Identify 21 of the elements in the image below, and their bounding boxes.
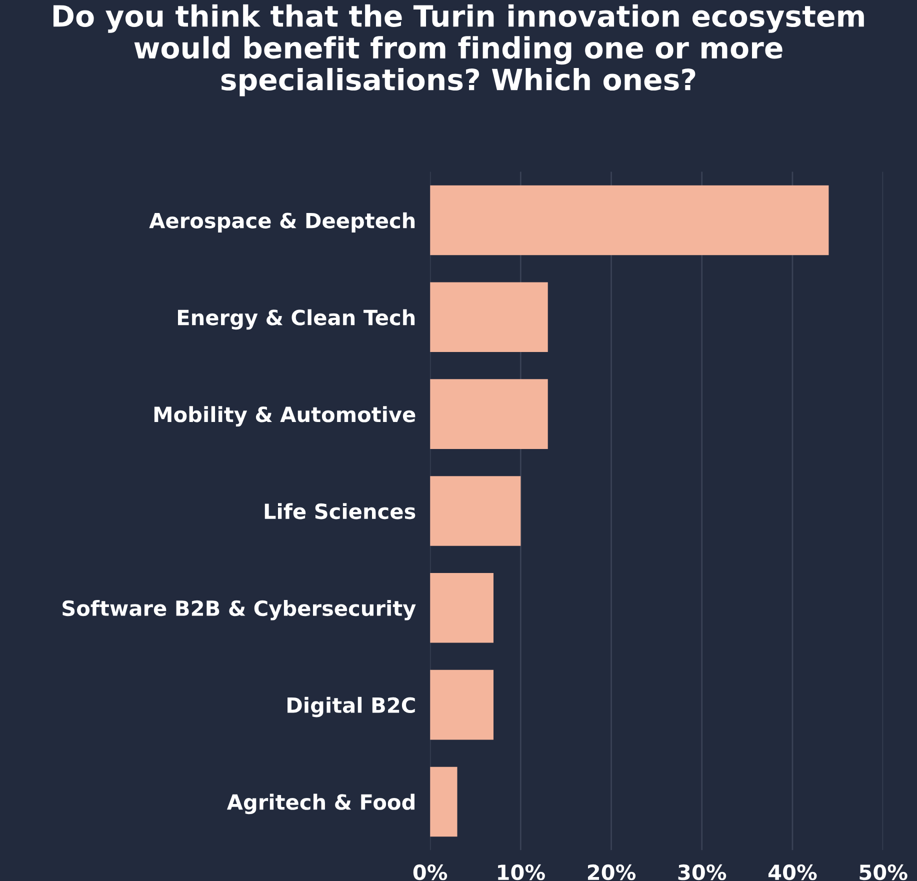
y-tick-label: Software B2B & Cybersecurity: [62, 600, 416, 620]
y-tick-label: Mobility & Automotive: [154, 406, 416, 426]
y-tick-label: Digital B2C: [288, 696, 415, 718]
bar: [430, 573, 494, 643]
y-tick-label: Aerospace & Deeptech: [149, 212, 415, 232]
y-tick-label: Life Sciences: [264, 503, 416, 520]
bar: [430, 379, 548, 449]
y-tick-label: Energy & Clean Tech: [178, 309, 415, 330]
x-tick-label: 50%: [860, 864, 908, 880]
bar: [430, 476, 521, 546]
chart-title: Do you think that the Turin innovation ecosystem would benefit from finding one or more specialisations? Which ones?: [53, 4, 864, 96]
x-tick-label: 30%: [678, 864, 726, 880]
bar: [430, 766, 458, 837]
x-tick-label: 40%: [768, 864, 817, 880]
x-tick-label: 0%: [413, 864, 448, 880]
bar: [430, 670, 494, 740]
bar: [430, 185, 829, 256]
x-tick-label: 20%: [588, 864, 636, 880]
y-tick-label: Agritech & Food: [226, 794, 414, 814]
bar: [430, 282, 548, 352]
x-tick-label: 10%: [498, 864, 545, 880]
